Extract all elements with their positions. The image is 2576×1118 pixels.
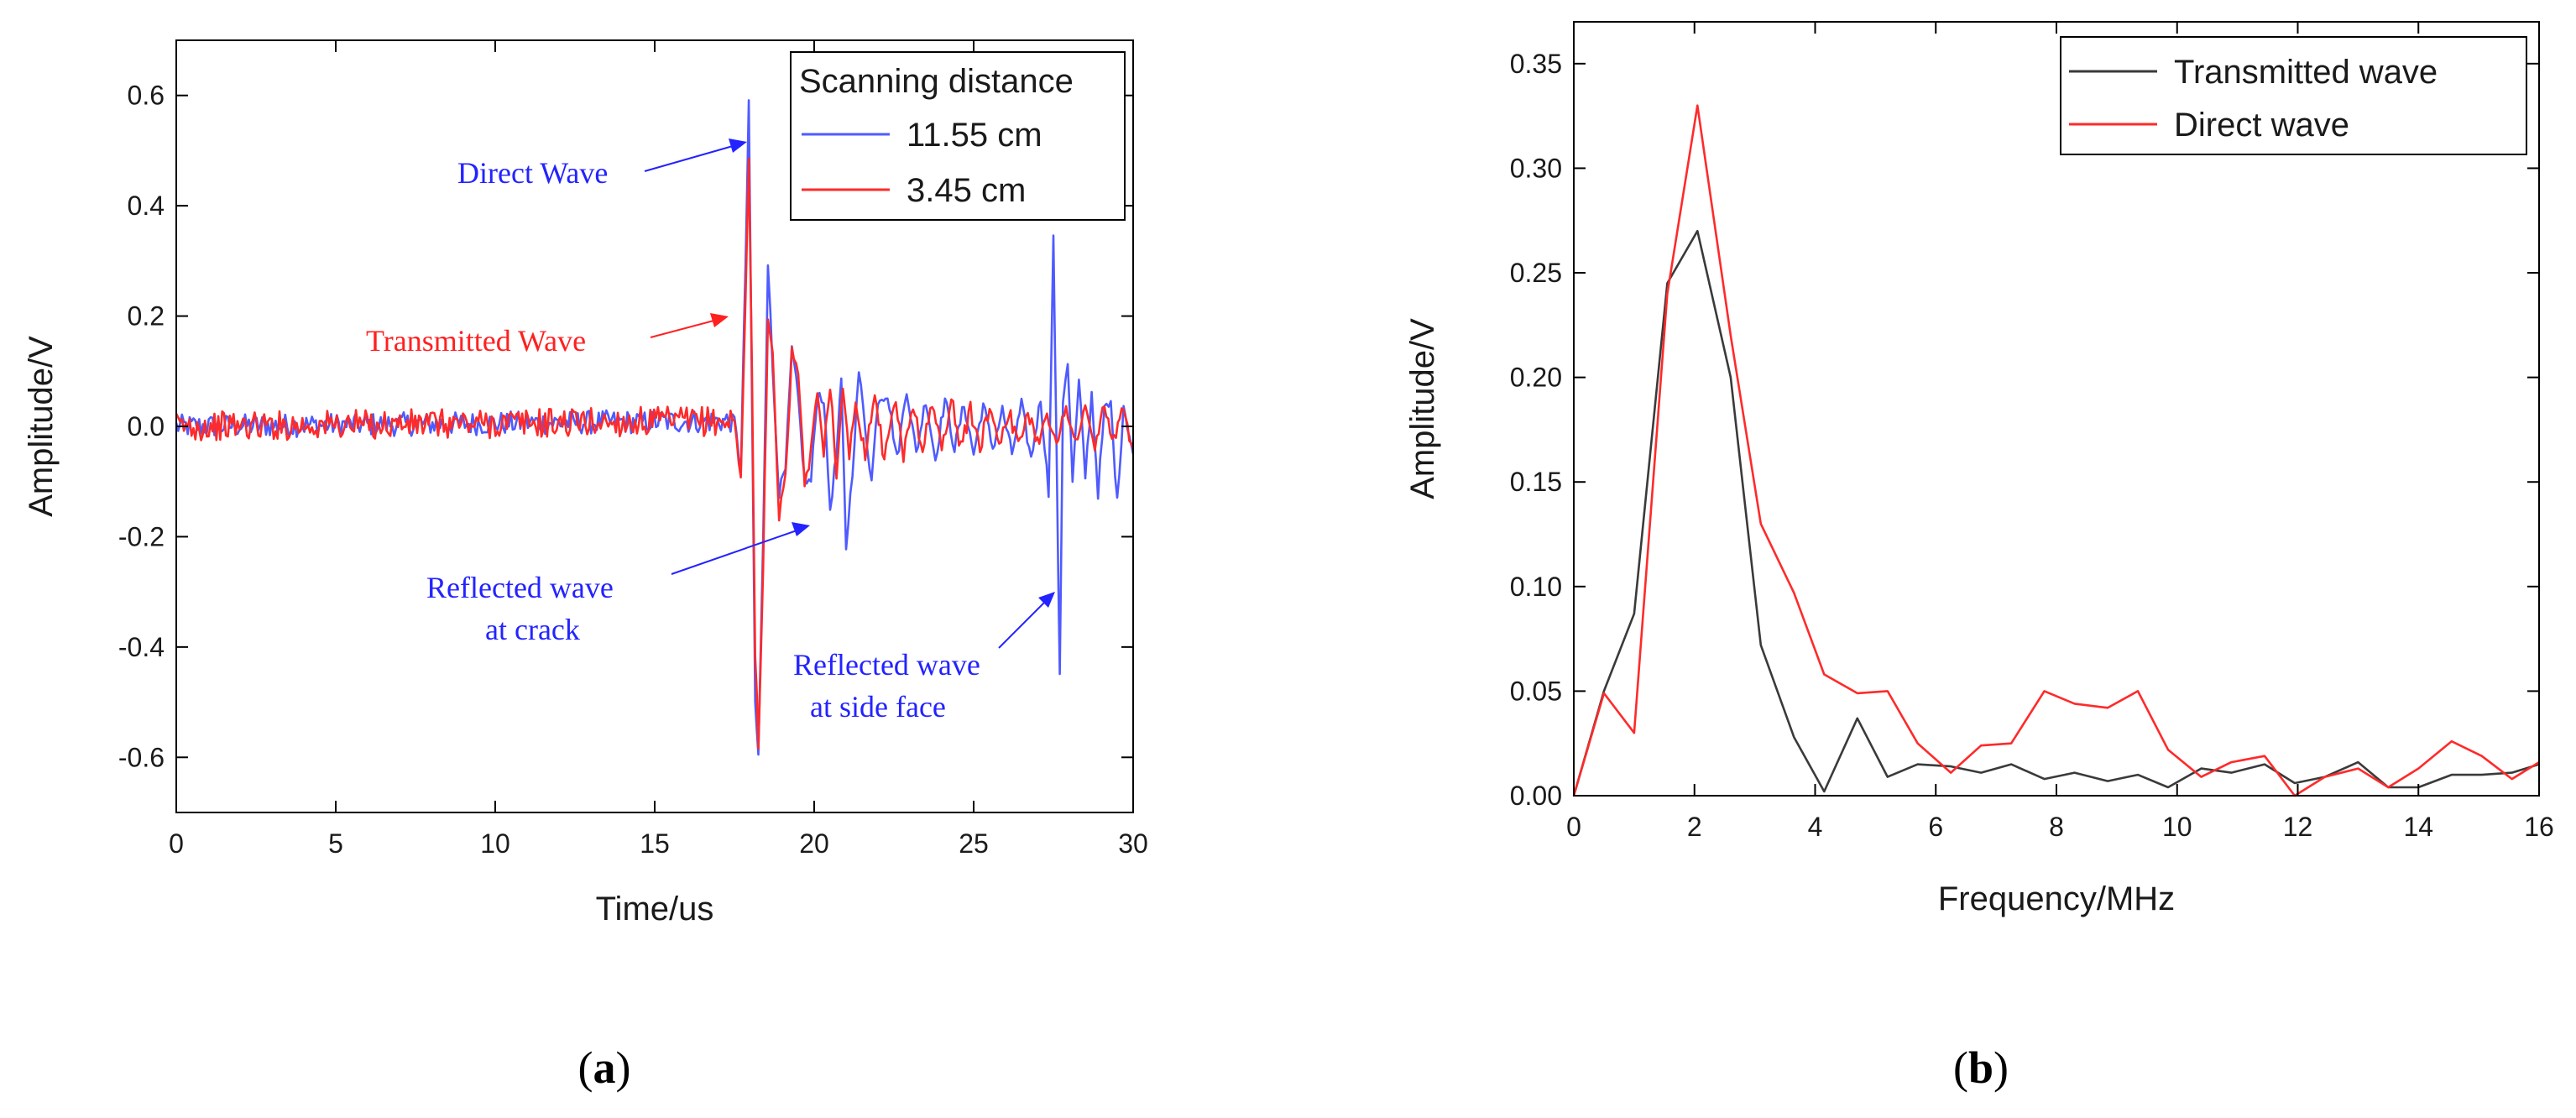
annotation-reflected-side-arrow — [998, 597, 1050, 649]
panel-a-plot-frame — [175, 39, 1134, 813]
panel-b-plot-frame — [1573, 21, 2540, 797]
y-tick-label: 0.2 — [128, 301, 165, 332]
x-tick-label: 0 — [169, 828, 184, 859]
panel-b-x-axis-title: Frequency/MHz — [1938, 880, 2175, 917]
y-tick-label: 0.30 — [1510, 153, 1562, 183]
x-tick-label: 30 — [1118, 828, 1148, 859]
panel-a-ticks: 0 5 10 15 20 25 30 0.6 0.4 0.2 0.0 -0.2 -0.4 -0.6 — [118, 40, 1148, 859]
x-tick-label: 4 — [1808, 812, 1823, 842]
panel-a-y-axis-title: Amplitude/V — [23, 336, 60, 517]
x-tick-label: 25 — [959, 828, 989, 859]
y-tick-label: 0.15 — [1510, 467, 1562, 497]
annotation-direct-wave: Direct Wave — [457, 156, 608, 190]
annotation-transmitted-wave-arrow — [650, 318, 721, 338]
series-line-3-45-cm — [175, 157, 1135, 750]
panel-b-series-layer — [1572, 104, 2540, 797]
panel-a-legend-entry-11-55: 11.55 cm — [907, 117, 1042, 154]
x-tick-label: 10 — [480, 828, 510, 859]
y-tick-label: 0.20 — [1510, 363, 1562, 393]
panel-a-annotations: Direct Wave Transmitted Wave Reflected w… — [366, 138, 1055, 724]
panel-b-legend-entry-direct: Direct wave — [2174, 107, 2349, 144]
panel-a-legend: Scanning distance 11.55 cm 3.45 cm — [790, 51, 1126, 221]
panel-a-legend-title: Scanning distance — [799, 63, 1074, 100]
y-tick-label: -0.2 — [118, 521, 165, 551]
y-tick-label: 0.25 — [1510, 258, 1562, 288]
annotation-reflected-side-arrowhead — [1038, 592, 1055, 608]
panel-a-legend-box — [790, 51, 1126, 221]
panel-b-chart: 0 2 4 6 8 10 12 14 16 0.00 0.05 0.10 0.15 0.20 0.25 0.3… — [1404, 21, 2554, 1093]
y-tick-label: 0.0 — [128, 411, 165, 441]
panel-b-y-axis-title: Amplitude/V — [1404, 318, 1441, 499]
panel-a-label: (a) — [578, 1042, 631, 1093]
series-line-transmitted-wave — [1572, 229, 2540, 797]
annotation-reflected-crack-arrowhead — [792, 522, 810, 536]
x-tick-label: 10 — [2162, 812, 2192, 842]
panel-b-label: (b) — [1953, 1042, 2009, 1093]
x-tick-label: 20 — [799, 828, 829, 859]
annotation-transmitted-wave-arrowhead — [710, 313, 729, 327]
annotation-direct-wave-arrow — [644, 144, 739, 172]
series-line-direct-wave — [1572, 104, 2540, 797]
y-tick-label: 0.10 — [1510, 572, 1562, 602]
panel-a-legend-entry-3-45: 3.45 cm — [907, 172, 1026, 209]
panel-b-legend-box — [2060, 36, 2527, 155]
x-tick-label: 14 — [2403, 812, 2433, 842]
annotation-reflected-crack-arrow — [671, 528, 802, 575]
annotation-reflected-side-line1: Reflected wave — [793, 648, 980, 682]
y-tick-label: 0.6 — [128, 81, 165, 111]
x-tick-label: 6 — [1928, 812, 1943, 842]
x-tick-label: 5 — [328, 828, 343, 859]
y-tick-label: -0.6 — [118, 742, 165, 772]
panel-a-x-axis-title: Time/us — [596, 891, 714, 927]
annotation-reflected-crack-line2: at crack — [485, 613, 580, 646]
panel-a-chart: 0 5 10 15 20 25 30 0.6 0.4 0.2 0.0 -0.2 -0.4 -0.6 Sca… — [23, 39, 1148, 1093]
x-tick-label: 15 — [640, 828, 670, 859]
x-tick-label: 2 — [1687, 812, 1702, 842]
panel-b-legend-entry-transmitted: Transmitted wave — [2174, 54, 2438, 91]
annotation-reflected-crack-line1: Reflected wave — [426, 571, 614, 604]
x-tick-label: 16 — [2524, 812, 2554, 842]
x-tick-label: 0 — [1566, 812, 1581, 842]
annotation-direct-wave-arrowhead — [729, 138, 747, 153]
panel-b-legend: Transmitted wave Direct wave — [2060, 36, 2527, 155]
annotation-reflected-side-line2: at side face — [810, 690, 946, 724]
x-tick-label: 12 — [2283, 812, 2313, 842]
y-tick-label: 0.35 — [1510, 49, 1562, 79]
panel-a-series-layer — [175, 99, 1135, 756]
annotation-transmitted-wave: Transmitted Wave — [366, 324, 586, 358]
y-tick-label: -0.4 — [118, 632, 165, 662]
y-tick-label: 0.05 — [1510, 676, 1562, 706]
y-tick-label: 0.4 — [128, 191, 165, 221]
y-tick-label: 0.00 — [1510, 781, 1562, 811]
x-tick-label: 8 — [2049, 812, 2064, 842]
